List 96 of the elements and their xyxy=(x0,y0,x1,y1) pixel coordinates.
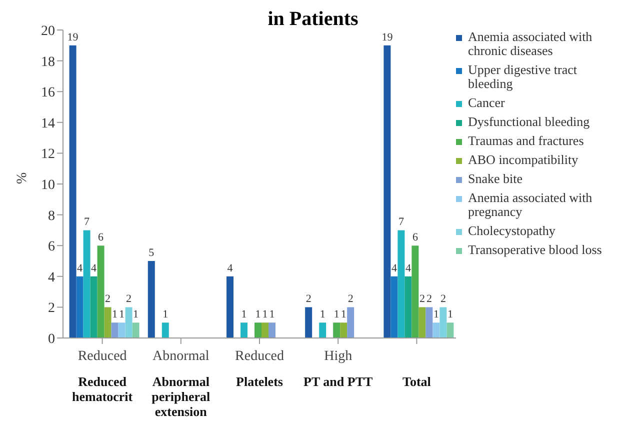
bar xyxy=(305,307,312,338)
legend-label: Dysfunctional bleeding xyxy=(468,114,590,129)
data-label: 1 xyxy=(133,308,139,321)
y-tick-label: 18 xyxy=(41,54,55,70)
bar xyxy=(132,322,140,338)
data-label: 1 xyxy=(320,308,326,321)
y-tick-label: 6 xyxy=(48,240,55,255)
bar xyxy=(268,322,276,338)
data-label: 1 xyxy=(447,308,453,321)
bar xyxy=(148,261,155,338)
bar xyxy=(412,246,419,338)
bar xyxy=(440,307,447,338)
bar xyxy=(90,276,98,338)
text: Reduced xyxy=(235,349,284,364)
data-label: 6 xyxy=(412,232,418,244)
x-tick-label: Abnormal peripheral extension xyxy=(152,374,211,419)
legend-label: Traumas and fractures xyxy=(468,133,584,148)
y-tick-label: 4 xyxy=(48,270,55,286)
data-label: 1 xyxy=(119,308,125,321)
text: High xyxy=(324,349,352,364)
bar xyxy=(319,322,326,338)
data-label: 1 xyxy=(334,308,340,321)
bar xyxy=(446,322,454,338)
legend-label: Cholecystopathy xyxy=(468,223,556,238)
y-tick-label: 8 xyxy=(48,208,55,224)
bar xyxy=(76,276,84,338)
y-tick-label: 12 xyxy=(41,147,55,162)
data-label: 19 xyxy=(382,31,394,44)
data-label: 2 xyxy=(426,293,432,306)
x-tick-label: Platelets xyxy=(236,374,283,389)
data-label: 2 xyxy=(419,293,425,306)
legend-label: Anemia associated with pregnancy xyxy=(468,190,594,219)
bar xyxy=(390,276,398,338)
bar xyxy=(240,322,248,338)
bar xyxy=(384,45,391,338)
data-label: 2 xyxy=(348,293,354,306)
data-label: 1 xyxy=(162,308,168,321)
bar xyxy=(162,322,169,338)
x-tick-label: Total xyxy=(402,374,432,389)
legend-label: Cancer xyxy=(468,95,505,110)
bar xyxy=(347,307,354,338)
bar xyxy=(404,276,412,338)
y-tick-label: 10 xyxy=(41,178,55,193)
data-label: 2 xyxy=(126,293,132,306)
chart-title: in Patients xyxy=(266,8,360,31)
data-label: 1 xyxy=(255,308,261,321)
text: Reduced xyxy=(78,349,127,364)
x-tick-label: PT and PTT xyxy=(304,374,373,389)
bar xyxy=(118,322,126,338)
data-label: 2 xyxy=(306,293,312,306)
data-label: 4 xyxy=(91,262,98,274)
data-label: 1 xyxy=(262,308,268,321)
data-label: 1 xyxy=(433,308,439,321)
data-label: 19 xyxy=(67,31,79,44)
bar xyxy=(226,276,234,338)
bar xyxy=(398,230,405,338)
data-label: 1 xyxy=(112,308,118,321)
legend-label: Anemia associated with chronic diseases xyxy=(468,29,594,58)
legend-label: ABO incompatibility xyxy=(468,152,578,167)
bar xyxy=(333,322,340,338)
bar xyxy=(69,45,76,338)
data-label: 7 xyxy=(84,216,90,228)
legend-label: Upper digestive tract bleeding xyxy=(468,62,578,91)
data-label: 4 xyxy=(227,262,234,274)
bar xyxy=(340,322,348,338)
data-label: 6 xyxy=(98,232,104,244)
bar xyxy=(254,322,262,338)
y-tick-label: 14 xyxy=(41,116,55,132)
data-label: 1 xyxy=(241,308,247,321)
x-tick-label: Reduced hematocrit xyxy=(72,374,134,404)
legend-label: Snake bite xyxy=(468,171,523,186)
bar xyxy=(97,246,104,338)
y-tick-label: 2 xyxy=(48,301,55,316)
bar xyxy=(83,230,90,338)
y-tick-label: 16 xyxy=(41,86,55,101)
y-tick-label: 0 xyxy=(48,332,55,347)
bar xyxy=(418,307,426,338)
data-label: 7 xyxy=(398,216,404,228)
bar xyxy=(426,307,433,338)
y-axis-title: % xyxy=(14,172,30,184)
data-label: 2 xyxy=(440,293,446,306)
data-label: 1 xyxy=(340,308,346,321)
data-label: 5 xyxy=(148,247,155,259)
legend-label: Transoperative blood loss xyxy=(468,242,602,257)
y-tick-label: 20 xyxy=(41,24,55,39)
data-label: 4 xyxy=(77,262,84,274)
data-label: 4 xyxy=(405,262,412,274)
text: Abnormal xyxy=(152,349,210,364)
bar xyxy=(111,322,118,338)
data-label: 2 xyxy=(105,293,111,306)
bar xyxy=(261,322,268,338)
data-label: 1 xyxy=(269,308,275,321)
bar xyxy=(104,307,112,338)
bar xyxy=(125,307,132,338)
bar xyxy=(432,322,440,338)
data-label: 4 xyxy=(391,262,398,274)
